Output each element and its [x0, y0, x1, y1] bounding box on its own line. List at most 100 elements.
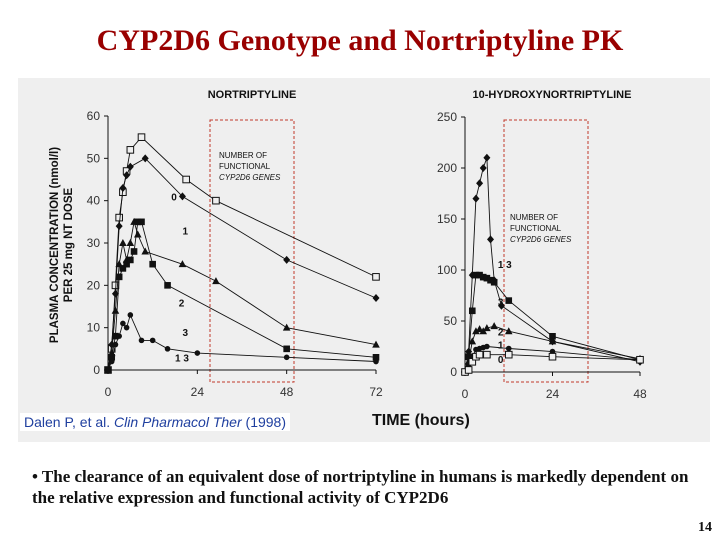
panel-1-y-axis-label: PER 25 mg NT DOSE [63, 187, 75, 302]
panel-1-series-5-point [120, 320, 126, 327]
panel-2-series-2-point [472, 271, 480, 279]
panel-1-series-1-point [372, 273, 380, 281]
panel-1-y-axis-label: PLASMA CONCENTRATION (nmol/l) [49, 147, 61, 343]
panel-1-series-4-point [108, 354, 116, 361]
panel-2-series-1-point [479, 164, 487, 172]
panel-2-ytick-label: 200 [437, 161, 457, 175]
panel-1-series-line-5 [107, 313, 377, 371]
panel-2-series-3-point [504, 327, 513, 335]
panel-1-xtick-label: 72 [369, 385, 383, 399]
panel-2-legend-title: CYP2D6 GENES [510, 235, 572, 244]
panel-1-series-4-point [138, 218, 145, 226]
panel-1-series-label-4: 3 [182, 328, 188, 339]
panel-1-series-4-point [112, 332, 119, 340]
panel-1-ytick-label: 10 [87, 321, 101, 335]
panel-1-series-3-point [126, 239, 135, 246]
panel-2-series-label-5: 0 [498, 355, 504, 366]
panel-1-series-line-4 [107, 221, 377, 371]
panel-1-series-4-point [123, 260, 130, 268]
panel-2-series-label-3: 2 [498, 327, 504, 338]
panel-1-series-2-point [115, 222, 123, 231]
panel-1-series-4-point [127, 256, 134, 264]
panel-1-series-5-point [194, 350, 201, 356]
panel-1-series-1-point [182, 175, 190, 184]
panel-1-series-label-3: 2 [179, 299, 185, 310]
panel-2-series-5-point [464, 366, 473, 374]
panel-2-series-line-1 [464, 157, 641, 373]
panel-1-series-2-point [126, 162, 134, 171]
panel-1-series-3-point [178, 260, 187, 268]
panel-2-series-4-point [484, 343, 490, 350]
panel-2-series-3-point [548, 337, 557, 345]
panel-2-ytick-label: 150 [437, 212, 457, 226]
panel-2-legend-title: NUMBER OF [510, 213, 558, 222]
panel-1-series-line-3 [107, 221, 377, 371]
slide-title: CYP2D6 Genotype and Nortriptyline PK [96, 24, 624, 57]
citation-journal: Clin Pharmacol Ther [114, 414, 242, 430]
panel-2-series-2-point [465, 353, 472, 360]
citation-year: (1998) [241, 414, 286, 430]
panel-1-series-label-1: 0 [171, 193, 177, 204]
panel-2-series-5-point [636, 355, 644, 364]
panel-2-xtick-label: 48 [633, 387, 647, 401]
panel-2-series-3-point [468, 337, 477, 345]
panel-1-series-5-point [123, 324, 130, 331]
panel-1-series-4-point [283, 345, 290, 353]
panel-1-series-2-point [141, 154, 149, 163]
panel-2-series-3-point [490, 322, 498, 330]
panel-1-ytick-label: 60 [87, 109, 101, 123]
panel-1-series-5-point [116, 333, 122, 339]
panel-1-series-4-point [149, 260, 156, 268]
panel-2-series-label-1: 1 3 [498, 260, 512, 271]
panel-1-series-1-point [137, 133, 146, 141]
panel-2-series-3-point [472, 327, 480, 335]
panel-1-series-5-point [164, 346, 171, 352]
panel-1-xtick-label: 24 [191, 385, 205, 399]
panel-2-ytick-label: 100 [437, 263, 457, 277]
panel-2-xtick-label: 24 [546, 387, 560, 401]
panel-2-series-3-point [483, 324, 491, 332]
page-number: 14 [698, 520, 712, 535]
panel-2-series-1-point [487, 235, 495, 244]
panel-2-series-1-point [472, 194, 480, 203]
panel-1-series-line-2 [107, 157, 377, 371]
panel-2-series-2-point [476, 271, 483, 279]
panel-2-series-2-point [487, 276, 494, 284]
bullet-text: • The clearance of an equivalent dose of… [32, 467, 689, 507]
panel-1-series-4-point [372, 354, 380, 361]
panel-1-ytick-label: 40 [87, 194, 101, 208]
panel-1-series-1-point [126, 146, 135, 154]
panel-2-ytick-label: 0 [450, 365, 457, 379]
panel-2-dashed-box [503, 119, 589, 383]
panel-1-series-2-point [123, 171, 131, 180]
panel-2-title: 10-HYDROXYNORTRIPTYLINE [473, 89, 632, 101]
panel-1-series-1-point [212, 196, 220, 205]
panel-1-series-4-point [115, 273, 123, 281]
panel-1-legend-title: FUNCTIONAL [219, 162, 271, 171]
panel-1-legend-title: CYP2D6 GENES [219, 173, 281, 182]
panel-1-series-3-point [212, 277, 220, 285]
x-axis-label: TIME (hours) [372, 412, 470, 429]
panel-1-series-5-point [283, 354, 290, 361]
panel-1-series-3-point [133, 230, 142, 238]
panel-2-series-1-point [476, 179, 484, 188]
panel-2-series-5-point [548, 352, 557, 361]
panel-1-dashed-box [209, 119, 295, 383]
panel-2-series-2-point [468, 307, 476, 315]
panel-1-series-2-point [178, 192, 186, 201]
panel-2-series-2-point [483, 274, 491, 282]
panel-2-series-3-point [479, 327, 488, 335]
panel-2-ytick-label: 50 [444, 314, 458, 328]
panel-2-series-label-2: 3 [498, 298, 504, 309]
panel-2-series-5-point [483, 350, 491, 359]
panel-1-series-3-point [282, 323, 291, 331]
panel-1-ytick-label: 0 [93, 363, 100, 377]
panel-1-title: NORTRIPTYLINE [208, 89, 297, 101]
panel-1-series-3-point [111, 306, 120, 314]
panel-1-series-5-point [373, 358, 379, 365]
panel-1-series-3-point [141, 247, 150, 255]
panel-1-series-1-point [115, 213, 123, 222]
panel-1-series-4-point [130, 248, 138, 255]
panel-1-series-2-point [372, 294, 380, 303]
